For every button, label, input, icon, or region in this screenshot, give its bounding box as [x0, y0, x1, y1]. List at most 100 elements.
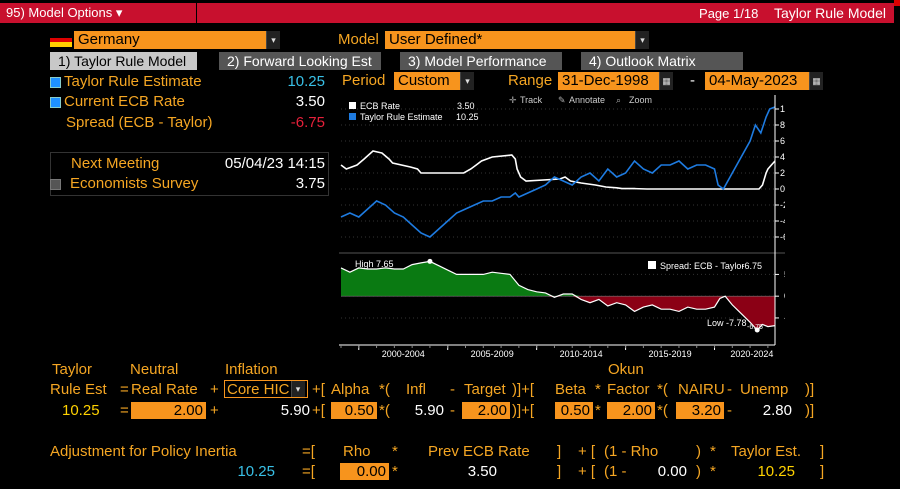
track-icon[interactable]: ✛ [509, 95, 517, 105]
menu-label: Model Options [28, 5, 113, 20]
model-selector[interactable]: User Defined* ▾ [385, 31, 649, 49]
close-bracket-2: ] [820, 443, 825, 460]
taylor-result-value: 10.25 [62, 402, 100, 419]
menu-arrow-icon: ▾ [115, 5, 123, 20]
last-value-annotation: -6.75 [747, 324, 763, 331]
model-field[interactable]: User Defined* [385, 31, 635, 49]
real-rate-label: Real Rate [131, 381, 198, 398]
checkbox-unchecked-icon[interactable] [50, 178, 61, 190]
rule-est-label: Rule Est [50, 381, 107, 398]
nairu-input[interactable]: 3.20 [676, 402, 724, 419]
mul-paren-2: *( [657, 381, 668, 398]
top-y-tick-label: -2.00 [780, 200, 785, 210]
tab-model-performance[interactable]: 3) Model Performance [400, 52, 562, 70]
country-dropdown-icon[interactable]: ▾ [266, 31, 280, 49]
range-end-field[interactable]: 04-May-2023 [705, 72, 809, 90]
formula-neutral-label: Neutral [130, 361, 179, 378]
model-dropdown-icon[interactable]: ▾ [635, 31, 649, 49]
period-field[interactable]: Custom [394, 72, 460, 90]
legend-spread-swatch [648, 261, 656, 269]
calendar-icon[interactable]: ▦ [659, 72, 673, 90]
range-start-field[interactable]: 31-Dec-1998 [558, 72, 659, 90]
axis-ticks: 10.00 8.00 6.00 4.00 2.00 0.00 -2.00 -4.00 -6.00… [339, 95, 785, 359]
ecb-rate-label: Current ECB Rate [64, 93, 185, 110]
formula-okun-label: Okun [608, 361, 644, 378]
period-selector[interactable]: Custom ▾ [394, 72, 474, 90]
spread-area [340, 258, 776, 333]
checkbox-checked-icon[interactable] [50, 96, 61, 108]
close-paren: ) [696, 463, 701, 480]
range-dash: - [690, 72, 695, 89]
model-options-menu[interactable]: 95) Model Options ▾ [0, 3, 196, 23]
core-inflation-value: 5.90 [280, 402, 310, 419]
track-tool[interactable]: Track [520, 95, 543, 105]
tab-forward-looking-est[interactable]: 2) Forward Looking Est [219, 52, 381, 70]
plus-bracket: + [ [578, 443, 596, 460]
mul-sign: * [392, 443, 398, 460]
calendar-icon[interactable]: ▦ [809, 72, 823, 90]
eq-bracket: =[ [302, 463, 315, 480]
bottom-y-tick-label: -5 [784, 313, 785, 323]
chart-area[interactable]: 10.00 8.00 6.00 4.00 2.00 0.00 -2.00 -4.00 -6.00… [339, 95, 785, 365]
taylor-estimate-toggle[interactable]: Taylor Rule Estimate [50, 73, 202, 90]
meeting-panel [50, 152, 329, 196]
inertia-label: Adjustment for Policy Inertia [50, 443, 237, 460]
beta-label: Beta [555, 381, 586, 398]
economists-survey-label: Economists Survey [70, 175, 199, 192]
real-rate-input[interactable]: 2.00 [131, 402, 206, 419]
close-bracket: )]+[ [512, 402, 535, 419]
tab-outlook-matrix[interactable]: 4) Outlook Matrix [581, 52, 743, 70]
range-start[interactable]: 31-Dec-1998 ▦ [558, 72, 673, 90]
beta-input[interactable]: 0.50 [555, 402, 593, 419]
zoom-tool[interactable]: Zoom [629, 95, 652, 105]
ecb-rate-line [340, 150, 776, 190]
country-field[interactable]: Germany [74, 31, 266, 49]
x-tick-label: 2005-2009 [471, 349, 514, 359]
core-hic-dropdown-icon[interactable]: ▾ [290, 381, 305, 397]
rho-label: Rho [343, 443, 371, 460]
country-selector[interactable]: Germany ▾ [50, 31, 280, 49]
eq-sign: = [120, 402, 129, 419]
target-input[interactable]: 2.00 [462, 402, 510, 419]
formula-row-values: 10.25 = 2.00 + 5.90 +[ 0.50 *( 5.90 - 2.… [50, 402, 900, 422]
top-y-tick-label: -6.00 [780, 232, 785, 242]
ecb-rate-value: 3.50 [295, 93, 325, 110]
legend-taylor-value: 10.25 [456, 112, 479, 122]
checkbox-checked-icon[interactable] [50, 76, 61, 88]
economists-survey-value: 3.75 [295, 175, 325, 192]
period-dropdown-icon[interactable]: ▾ [460, 72, 474, 90]
alpha-input[interactable]: 0.50 [331, 402, 377, 419]
ecb-rate-toggle[interactable]: Current ECB Rate [50, 93, 185, 110]
plus-bracket: +[ [312, 381, 325, 398]
annotate-icon[interactable]: ✎ [558, 95, 566, 105]
zoom-icon[interactable]: ⌕ [616, 95, 621, 105]
core-hic-selector[interactable]: Core HIC ▾ [224, 380, 308, 398]
economists-survey-toggle[interactable]: Economists Survey [50, 175, 198, 192]
next-meeting-value: 05/04/23 14:15 [224, 155, 325, 172]
close-bracket-2: )] [805, 402, 815, 419]
taylor-estimate-line [340, 106, 776, 238]
core-hic-label: Core HIC [227, 381, 290, 398]
factor-input[interactable]: 2.00 [607, 402, 655, 419]
eq-bracket: =[ [302, 443, 315, 460]
spread-low-marker [754, 327, 760, 333]
legend-spread-label: Spread: ECB - Taylor [660, 261, 744, 271]
annotate-tool[interactable]: Annotate [569, 95, 605, 105]
mul-sign-2: * [710, 463, 716, 480]
spread-negative-area [341, 296, 775, 330]
factor-label: Factor [607, 381, 650, 398]
top-y-tick-label: 2.00 [780, 168, 785, 178]
infl-label: Infl [406, 381, 427, 398]
tab-taylor-rule-model[interactable]: 1) Taylor Rule Model [50, 52, 197, 70]
rho-input[interactable]: 0.00 [340, 463, 389, 480]
x-tick-label: 2000-2004 [382, 349, 425, 359]
top-y-tick-label: -4.00 [780, 216, 785, 226]
range-end[interactable]: 04-May-2023 ▦ [705, 72, 823, 90]
taylor-estimate-value: 10.25 [287, 73, 325, 90]
formula-inflation-label: Inflation [225, 361, 278, 378]
x-tick-label: 2010-2014 [560, 349, 603, 359]
plus-bracket: +[ [312, 402, 325, 419]
top-y-tick-label: 0.00 [780, 184, 785, 194]
top-bar: 95) Model Options ▾ Page 1/18 Taylor Rul… [0, 0, 900, 26]
top-y-tick-label: 6.00 [780, 136, 785, 146]
